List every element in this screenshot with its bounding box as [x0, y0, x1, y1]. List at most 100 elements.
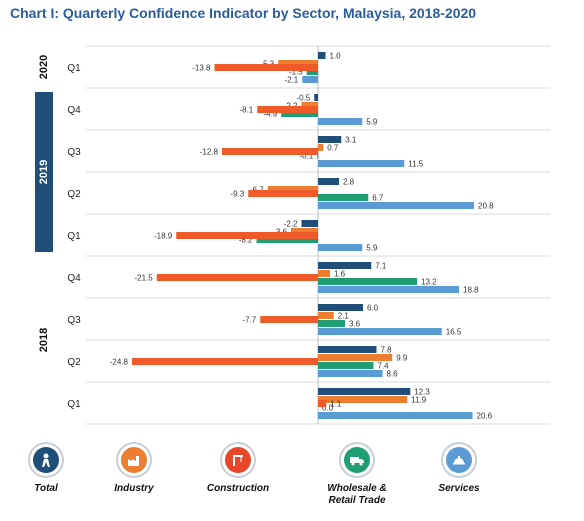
bar-industry-extra — [156, 274, 318, 281]
legend-item: Industry — [79, 447, 189, 495]
data-label: -2.2 — [284, 220, 298, 229]
bar-construction — [256, 236, 318, 243]
data-label: 9.9 — [396, 354, 408, 363]
legend-label: Services — [438, 483, 480, 494]
bar-construction — [318, 278, 417, 285]
bar-industry-extra — [318, 400, 327, 407]
data-label: -1.5 — [289, 68, 303, 77]
bar-total — [318, 262, 372, 269]
bar-industry — [318, 396, 408, 403]
bar-total — [318, 388, 411, 395]
data-label: -0.1 — [299, 152, 313, 161]
data-label: 12.3 — [414, 388, 430, 397]
legend-label: Total — [34, 483, 58, 494]
quarter-label: Q3 — [67, 315, 81, 326]
data-label: 6.7 — [372, 194, 384, 203]
bar-wholesale-retail-trade — [318, 244, 363, 251]
data-label: 7.8 — [381, 346, 393, 355]
crane-icon — [225, 447, 251, 473]
data-label: 20.8 — [478, 202, 494, 211]
quarter-label: Q2 — [67, 189, 81, 200]
bar-construction — [306, 68, 318, 75]
data-label: -18.9 — [154, 232, 173, 241]
bar-wholesale-retail-trade — [318, 328, 442, 335]
data-label: 0.0 — [322, 404, 334, 413]
bar-total — [318, 304, 363, 311]
data-label: 3.6 — [349, 320, 361, 329]
data-label: 2.1 — [338, 312, 350, 321]
bar-total — [318, 136, 342, 143]
bar-total — [318, 52, 326, 59]
data-label: 3.1 — [345, 136, 357, 145]
bar-industry — [291, 228, 318, 235]
year-label-2019: 2019 — [38, 160, 50, 184]
bar-industry-extra — [132, 358, 318, 365]
data-label: 1.1 — [330, 400, 342, 409]
data-label: 13.2 — [421, 278, 437, 287]
year-label-2018: 2018 — [38, 328, 50, 352]
legend-label: Industry — [114, 483, 154, 494]
data-label: 8.6 — [387, 370, 399, 379]
year-label-2020: 2020 — [38, 55, 50, 79]
legend-label: Construction — [206, 483, 270, 494]
legend-item: Construction — [183, 447, 293, 495]
legend-label: Wholesale & Retail Trade — [327, 483, 387, 506]
chart-title: Chart I: Quarterly Confidence Indicator … — [10, 5, 477, 21]
person-icon — [33, 447, 59, 473]
service-bell-icon — [446, 447, 472, 473]
bar-industry — [278, 60, 318, 67]
bar-total — [318, 178, 339, 185]
bar-wholesale-retail-trade — [318, 286, 459, 293]
data-label: 7.4 — [378, 362, 390, 371]
bar-industry — [318, 354, 393, 361]
quarter-label: Q3 — [67, 147, 81, 158]
bar-industry-extra — [248, 190, 318, 197]
data-label: 16.5 — [446, 328, 462, 337]
data-label: -8.2 — [239, 236, 253, 245]
bar-total — [314, 94, 318, 101]
bar-construction — [318, 320, 345, 327]
quarter-label: Q1 — [67, 63, 81, 74]
factory-icon — [121, 447, 147, 473]
legend-item: Total — [0, 447, 101, 495]
data-label: -24.8 — [110, 358, 129, 367]
data-label: 20.6 — [477, 412, 493, 421]
bar-industry — [267, 186, 318, 193]
year-band-2019 — [35, 92, 53, 252]
quarter-label: Q2 — [67, 357, 81, 368]
bar-industry-extra — [214, 64, 318, 71]
data-label: 5.9 — [366, 244, 378, 253]
bar-industry-extra — [176, 232, 318, 239]
data-label: 7.1 — [375, 262, 387, 271]
bar-wholesale-retail-trade — [318, 412, 473, 419]
bar-industry — [318, 312, 334, 319]
data-label: -8.1 — [239, 106, 253, 115]
data-label: -13.8 — [192, 64, 211, 73]
bar-industry-extra — [257, 106, 318, 113]
bar-construction — [281, 110, 318, 117]
data-label: 1.0 — [330, 52, 342, 61]
bar-industry — [301, 102, 318, 109]
quarter-label: Q1 — [67, 231, 81, 242]
legend-item: Services — [404, 447, 514, 495]
data-label: 1.6 — [334, 270, 346, 279]
quarter-label: Q4 — [67, 105, 81, 116]
bar-total — [301, 220, 318, 227]
data-label: -2.1 — [284, 76, 298, 85]
bar-industry — [318, 270, 330, 277]
bar-wholesale-retail-trade — [318, 370, 383, 377]
data-label: -0.5 — [296, 94, 310, 103]
bar-wholesale-retail-trade — [318, 160, 405, 167]
data-label: 2.8 — [343, 178, 355, 187]
data-label: -7.7 — [242, 316, 256, 325]
bar-industry — [318, 144, 324, 151]
data-label: 6.0 — [367, 304, 379, 313]
bar-wholesale-retail-trade — [318, 202, 474, 209]
data-label: 18.8 — [463, 286, 479, 295]
bar-construction — [318, 362, 374, 369]
quarter-label: Q4 — [67, 273, 81, 284]
bar-wholesale-retail-trade — [318, 118, 363, 125]
legend-item: Wholesale & Retail Trade — [302, 447, 412, 507]
truck-icon — [344, 447, 370, 473]
data-label: 5.9 — [366, 118, 378, 127]
